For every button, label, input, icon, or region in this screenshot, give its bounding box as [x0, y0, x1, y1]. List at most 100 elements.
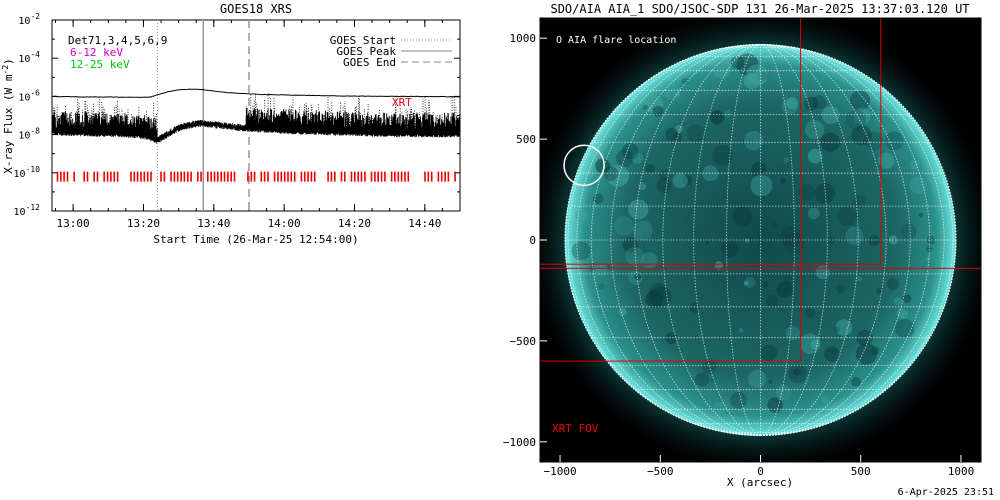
goes-x-tick-label: 13:00	[57, 217, 90, 230]
solar-texture-patch	[634, 273, 642, 281]
solar-texture-patch	[723, 109, 732, 118]
solar-texture-patch	[878, 152, 895, 169]
solar-texture-patch	[808, 207, 820, 220]
goes-title: GOES18 XRS	[220, 2, 292, 16]
solar-texture-patch	[893, 297, 903, 306]
longitude-line	[760, 44, 887, 436]
solar-texture-patch	[793, 368, 801, 377]
longitude-line	[576, 44, 761, 436]
footer-timestamp: 6-Apr-2025 23:51	[897, 487, 994, 498]
solar-texture-patch	[709, 110, 725, 125]
solar-texture-patch	[868, 234, 880, 247]
solar-limb-grid	[564, 43, 957, 437]
goes-x-axis: 13:00 13:20 13:40 14:00 14:20 14:40	[55, 20, 443, 230]
goes-label-det: Det71,3,4,5,6,9	[68, 34, 167, 47]
solar-texture-patch	[780, 226, 802, 248]
solar-texture-patch	[897, 308, 908, 320]
solar-texture-patch	[820, 132, 840, 152]
solar-texture-patch	[835, 319, 853, 336]
solar-texture-patch	[810, 339, 820, 350]
aia-x-label: X (arcsec)	[727, 476, 793, 489]
solar-texture-patch	[835, 284, 845, 294]
solar-texture-patch	[760, 344, 778, 362]
longitude-line	[634, 44, 761, 436]
aia-y-tick-label: −1000	[503, 436, 536, 449]
goes-y-tick-label: 10-4	[18, 50, 40, 65]
goes-label-low-energy: 6-12 keV	[70, 46, 123, 59]
legend-label-start: GOES Start	[330, 34, 396, 47]
solar-active-regions	[571, 53, 935, 425]
solar-texture-patch	[607, 165, 629, 187]
goes-label-high-energy: 12-25 keV	[70, 58, 130, 71]
solar-texture-patch	[712, 59, 731, 79]
solar-texture-patch	[743, 280, 749, 286]
solar-texture-patch	[730, 55, 745, 69]
solar-texture-patch	[665, 332, 678, 345]
goes-x-tick-label: 14:00	[268, 217, 301, 230]
solar-texture-patch	[900, 223, 917, 240]
solar-texture-patch	[804, 96, 819, 111]
goes-y-tick-label: 10-12	[14, 203, 41, 218]
goes-event-lines	[157, 20, 250, 211]
goes-x-tick-label: 13:40	[197, 217, 230, 230]
solar-texture-patch	[645, 164, 655, 174]
solar-texture-patch	[864, 131, 884, 151]
solar-texture-patch	[855, 343, 878, 365]
solar-texture-patch	[781, 97, 799, 115]
goes-y-label: X-ray Flux (W m-2)	[1, 58, 15, 174]
solar-texture-patch	[638, 182, 646, 191]
solar-texture-patch	[805, 308, 816, 319]
solar-texture-patch	[851, 377, 861, 387]
solar-texture-patch	[632, 152, 644, 164]
solar-texture-patch	[821, 395, 830, 404]
solar-texture-patch	[845, 226, 864, 246]
solar-texture-patch	[652, 105, 664, 117]
solar-texture-patch	[645, 290, 664, 308]
solar-texture-patch	[834, 326, 840, 333]
xrt-label: XRT	[392, 96, 412, 109]
solar-texture-patch	[675, 92, 680, 97]
solar-texture-patch	[738, 328, 744, 333]
longitude-line	[590, 44, 761, 436]
solar-texture-patch	[785, 325, 801, 341]
solar-texture-patch	[649, 285, 672, 308]
solar-texture-patch	[909, 176, 927, 195]
xrt-fov-boxes	[540, 18, 981, 362]
longitude-line	[760, 44, 931, 436]
goes-y-tick-label: 10-10	[14, 165, 41, 180]
solar-texture-patch	[632, 220, 653, 241]
aia-x-tick-label: 0	[757, 465, 764, 478]
solar-texture-patch	[767, 397, 783, 413]
solar-texture-patch	[821, 106, 840, 125]
solar-texture-patch	[766, 295, 779, 308]
goes-long-channel-line	[52, 88, 460, 98]
xrt-fov-label: XRT FOV	[552, 422, 599, 435]
aia-y-axis: 1000 500 0 −500 −1000	[503, 32, 547, 449]
solar-texture-patch	[622, 237, 639, 253]
solar-texture-patch	[603, 166, 618, 181]
xrt-observation-marks	[56, 171, 456, 182]
solar-texture-patch	[712, 144, 733, 166]
solar-texture-patch	[807, 148, 823, 164]
aia-title: SDO/AIA AIA_1 SDO/JSOC-SDP 131 26-Mar-20…	[550, 2, 969, 16]
solar-texture-patch	[744, 238, 750, 243]
flare-location-circle	[563, 144, 605, 187]
solar-texture-patch	[852, 195, 867, 209]
goes-panel: GOES18 XRS 10-2 10-4 10-6 10-8 10-10 10-12 13…	[1, 2, 461, 246]
solar-texture-patch	[762, 281, 769, 288]
longitude-line	[567, 44, 761, 436]
solar-texture-patch	[805, 120, 825, 140]
solar-texture-patch	[783, 232, 805, 254]
solar-texture-patch	[815, 265, 830, 280]
solar-texture-patch	[656, 177, 672, 193]
solar-texture-patch	[714, 261, 724, 270]
solar-texture-patch	[771, 222, 778, 228]
solar-texture-patch	[836, 205, 858, 227]
solar-texture-patch	[586, 295, 594, 303]
solar-texture-patch	[595, 158, 611, 174]
solar-texture-patch	[672, 173, 688, 189]
legend-label-end: GOES End	[343, 56, 396, 69]
solar-texture-patch	[926, 236, 935, 245]
solar-texture-patch	[902, 294, 912, 304]
